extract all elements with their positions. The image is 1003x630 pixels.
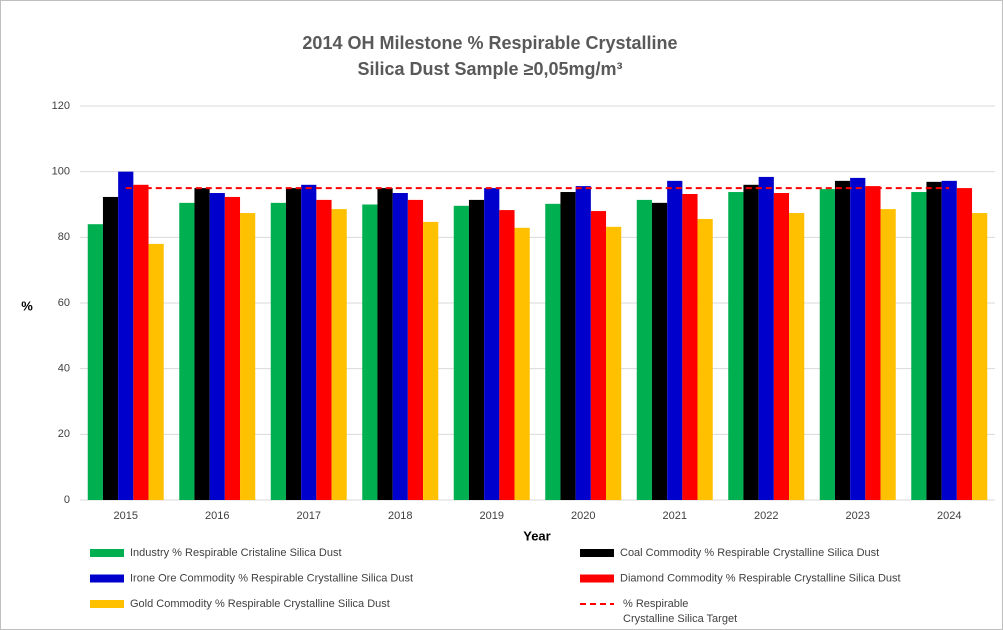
legend-label: Diamond Commodity % Respirable Crystalli… [620, 572, 901, 584]
legend-label: Irone Ore Commodity % Respirable Crystal… [130, 572, 413, 584]
bar [270, 202, 286, 500]
legend-label: % Respirable [623, 598, 688, 610]
legend-swatch [580, 549, 614, 557]
x-tick-label: 2022 [754, 510, 778, 522]
bar [758, 176, 774, 501]
legend-label: Coal Commodity % Respirable Crystalline … [620, 547, 879, 559]
bar [606, 226, 622, 500]
bar [118, 171, 134, 500]
bar [87, 224, 103, 500]
bar [834, 180, 851, 501]
x-tick-label: 2017 [297, 510, 321, 522]
bar [728, 192, 744, 501]
bar [316, 199, 332, 501]
bar [499, 210, 515, 500]
bar [362, 204, 378, 500]
bar [301, 184, 317, 501]
y-tick-label: 40 [58, 363, 70, 375]
bar [941, 180, 957, 501]
legend-label: Gold Commodity % Respirable Crystalline … [130, 598, 390, 610]
bar [331, 209, 347, 500]
bar [407, 199, 424, 501]
y-tick-label: 0 [64, 494, 70, 506]
bar [743, 184, 759, 501]
bar [789, 213, 805, 500]
bar [179, 202, 195, 500]
legend-label: Crystalline Silica Target [623, 613, 737, 625]
bar [773, 193, 790, 500]
bar [865, 186, 881, 500]
bar [423, 221, 439, 500]
bar [880, 209, 896, 500]
y-axis-title: % [21, 298, 33, 313]
bar [911, 192, 927, 501]
x-tick-label: 2023 [846, 510, 870, 522]
bar [667, 180, 683, 501]
y-tick-label: 80 [58, 231, 70, 243]
y-tick-label: 20 [58, 428, 70, 440]
bar [453, 205, 469, 500]
bar [392, 193, 408, 500]
bar [575, 186, 591, 500]
bar [590, 211, 607, 501]
bar [850, 177, 866, 500]
y-tick-label: 60 [58, 297, 70, 309]
bar [926, 181, 942, 500]
x-tick-label: 2019 [480, 510, 504, 522]
bar [209, 193, 225, 500]
x-tick-label: 2021 [663, 510, 687, 522]
bar [133, 184, 149, 501]
bar [819, 189, 835, 500]
x-tick-label: 2016 [205, 510, 229, 522]
bar [514, 227, 530, 501]
bar [377, 188, 393, 501]
x-tick-label: 2015 [114, 510, 138, 522]
bar [545, 203, 561, 501]
x-tick-label: 2020 [571, 510, 595, 522]
bar [956, 188, 973, 501]
legend-swatch [90, 600, 124, 608]
bar [651, 202, 668, 500]
legend-swatch [90, 574, 124, 583]
chart-title: Silica Dust Sample ≥0,05mg/m³ [358, 59, 623, 79]
y-tick-label: 120 [52, 100, 70, 112]
x-tick-label: 2024 [937, 510, 961, 522]
legend-swatch [90, 549, 124, 557]
bar [240, 213, 256, 500]
legend-label: Industry % Respirable Cristaline Silica … [130, 547, 342, 559]
bar [697, 218, 713, 501]
bar [285, 188, 302, 501]
x-axis-title: Year [523, 528, 550, 543]
chart-title: 2014 OH Milestone % Respirable Crystalli… [302, 33, 677, 53]
x-tick-label: 2018 [388, 510, 412, 522]
bar [468, 199, 485, 501]
bar [682, 193, 698, 500]
y-tick-label: 100 [52, 166, 70, 178]
bar [224, 196, 241, 500]
bar [560, 192, 576, 501]
bar [148, 243, 164, 500]
bar [972, 213, 988, 500]
bar [102, 196, 119, 500]
legend-swatch [580, 574, 614, 583]
bar [484, 188, 500, 501]
bar [636, 199, 652, 501]
bar [194, 188, 210, 501]
